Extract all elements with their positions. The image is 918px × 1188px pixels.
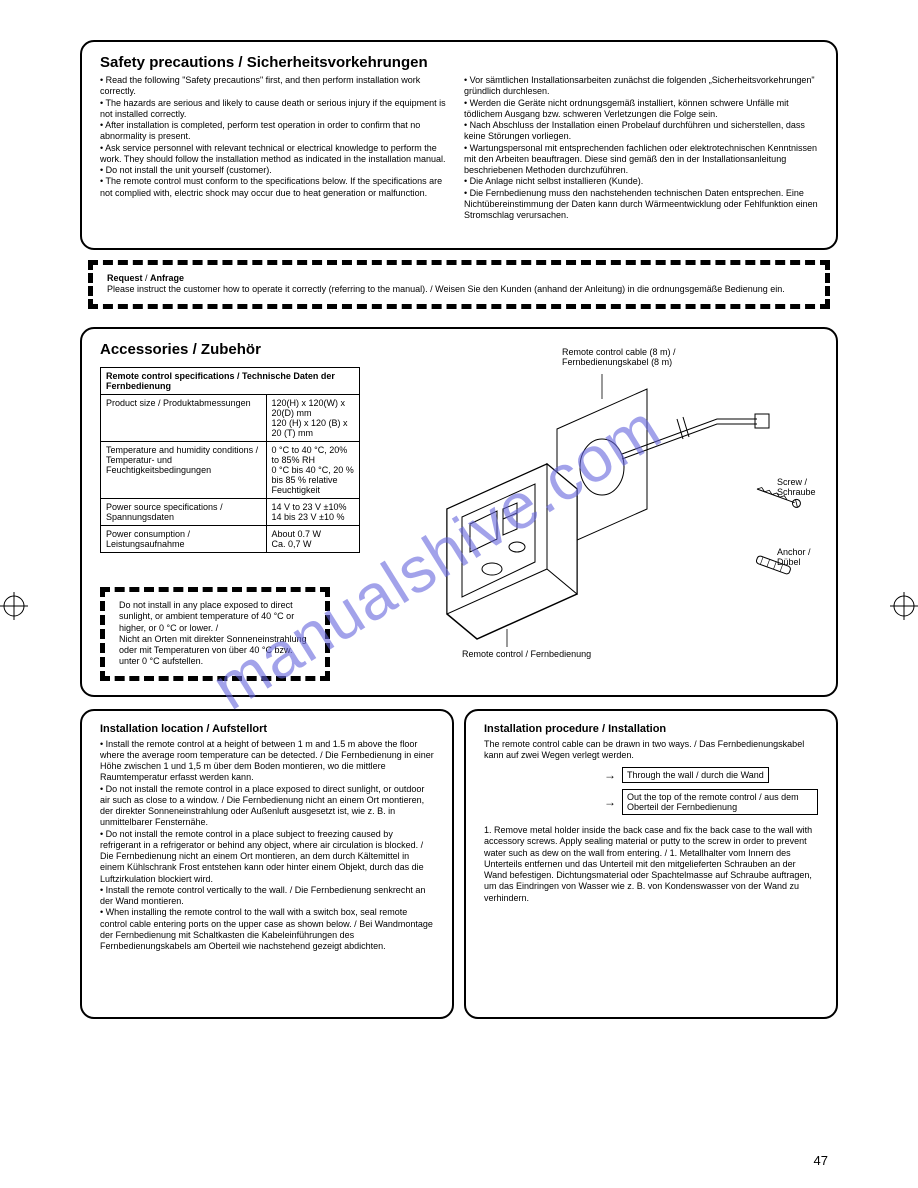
safety-en-3: Ask service personnel with relevant tech… (100, 143, 446, 164)
spec-l2-en: Power source specifications (106, 502, 218, 512)
safety-en-5: The remote control must conform to the s… (100, 176, 442, 197)
spec-l3-de: Leistungsaufnahme (106, 539, 185, 549)
spec-l2-de: Spannungsdaten (106, 512, 174, 522)
callout-anchor-de: Dübel (777, 557, 801, 567)
safety-de-1: Werden die Geräte nicht ordnungsgemäß in… (464, 98, 789, 119)
spec-l0-en: Product size (106, 398, 156, 408)
safety-de-2: Nach Abschluss der Installation einen Pr… (464, 120, 805, 141)
request-text-de: Weisen Sie den Kunden (anhand der Anleit… (435, 284, 785, 294)
loc-en-3: Install the remote control vertically to… (106, 885, 288, 895)
install-proc-title-en: Installation procedure (484, 723, 599, 735)
request-title-de: Anfrage (150, 273, 184, 283)
accessories-diagram (377, 359, 817, 649)
spec-header-en: Remote control specifications (106, 371, 235, 381)
safety-title-en: Safety precautions (100, 54, 234, 71)
callout-anchor-en: Anchor (777, 547, 806, 557)
arrow1-de: durch die Wand (701, 770, 764, 780)
safety-en-2: After installation is completed, perform… (100, 120, 420, 141)
arrow1-en: Through the wall (627, 770, 694, 780)
callout-cable-en: Remote control cable (8 m) (562, 347, 671, 357)
safety-de-4: Die Anlage nicht selbst installieren (Ku… (470, 176, 644, 186)
installation-procedure-box: Installation procedure / Installation Th… (464, 709, 838, 1019)
proc-line1-en: The remote control cable can be drawn in… (484, 739, 692, 749)
request-box: Request / Anfrage Please instruct the cu… (88, 260, 830, 309)
safety-de-0: Vor sämtlichen Installationsarbeiten zun… (464, 75, 815, 96)
spec-r3-en: About 0.7 W (272, 529, 322, 539)
accessories-box: Accessories / Zubehör Remote control spe… (80, 327, 838, 697)
callout-remote-de: Fernbedienung (531, 649, 592, 659)
safety-title-de: Sicherheitsvorkehrungen (247, 54, 428, 71)
safety-de-3: Wartungspersonal mit entsprechenden fach… (464, 143, 817, 176)
installation-location-box: Installation location / Aufstellort • In… (80, 709, 454, 1019)
table-row: Temperature and humidity conditions / Te… (101, 441, 360, 498)
callout-screw-de: Schraube (777, 487, 816, 497)
safety-en-4: Do not install the unit yourself (custom… (106, 165, 272, 175)
spec-r3-de: Ca. 0,7 W (272, 539, 312, 549)
note-de: Nicht an Orten mit direkter Sonneneinstr… (119, 634, 307, 667)
callout-remote: Remote control / Fernbedienung (462, 649, 591, 659)
table-row: Power consumption / Leistungsaufnahme Ab… (101, 525, 360, 552)
arrow-through-wall: Through the wall / durch die Wand (622, 767, 769, 783)
callout-anchor: Anchor / Dübel (777, 547, 811, 567)
request-title-en: Request (107, 273, 143, 283)
spec-l3-en: Power consumption (106, 529, 185, 539)
accessories-note-box: Do not install in any place exposed to d… (100, 587, 330, 681)
safety-bullets-de: • Vor sämtlichen Installationsarbeiten z… (464, 75, 818, 221)
spec-table: Remote control specifications / Technisc… (100, 367, 360, 553)
callout-cable-de: Fernbedienungskabel (8 m) (562, 357, 672, 367)
spec-r1-en: 0 °C to 40 °C, 20% to 85% RH (272, 445, 348, 465)
callout-screw: Screw / Schraube (777, 477, 816, 497)
page-number: 47 (814, 1153, 828, 1168)
table-row: Product size / Produktabmessungen 120(H)… (101, 394, 360, 441)
spec-r0-en: 120(H) x 120(W) x 20(D) mm (272, 398, 346, 418)
install-proc-title-de: Installation (608, 723, 666, 735)
safety-bullets-en: • Read the following "Safety precautions… (100, 75, 454, 221)
callout-remote-en: Remote control (462, 649, 523, 659)
spec-l0-de: Produktabmessungen (163, 398, 251, 408)
loc-en-2: Do not install the remote control in a p… (100, 829, 418, 850)
arrow-icon: → (604, 768, 616, 782)
spec-r1-de: 0 °C bis 40 °C, 20 % bis 85 % relative F… (272, 465, 354, 495)
arrow-icon: → (604, 795, 616, 809)
install-loc-title-de: Aufstellort (212, 723, 267, 735)
crop-mark-left (0, 592, 28, 620)
accessories-title-de: Zubehör (201, 341, 261, 358)
spec-r2-en: 14 V to 23 V ±10% (272, 502, 347, 512)
safety-de-5: Die Fernbedienung muss den nachstehenden… (464, 188, 818, 221)
safety-precautions-box: Safety precautions / Sicherheitsvorkehru… (80, 40, 838, 250)
request-text-en: Please instruct the customer how to oper… (107, 284, 428, 294)
arrow-out-top: Out the top of the remote control / aus … (622, 789, 818, 815)
safety-en-1: The hazards are serious and likely to ca… (100, 98, 446, 119)
arrow2-en: Out the top of the remote control (627, 792, 757, 802)
safety-en-0: Read the following "Safety precautions" … (100, 75, 420, 96)
callout-cable: Remote control cable (8 m) / Fernbedienu… (562, 347, 742, 367)
crop-mark-right (890, 592, 918, 620)
loc-de-2: Die Fernbedienung nicht an einem Ort mon… (100, 851, 424, 884)
install-loc-title-en: Installation location (100, 723, 203, 735)
callout-screw-en: Screw (777, 477, 802, 487)
spec-r0-de: 120 (H) x 120 (B) x 20 (T) mm (272, 418, 348, 438)
note-en: Do not install in any place exposed to d… (119, 600, 294, 633)
spec-r2-de: 14 bis 23 V ±10 % (272, 512, 345, 522)
table-row: Power source specifications / Spannungsd… (101, 498, 360, 525)
accessories-title-en: Accessories (100, 341, 188, 358)
spec-l1-en: Temperature and humidity conditions (106, 445, 253, 455)
spec-l1-de: Temperatur- und Feuchtigkeitsbedingungen (106, 455, 211, 475)
